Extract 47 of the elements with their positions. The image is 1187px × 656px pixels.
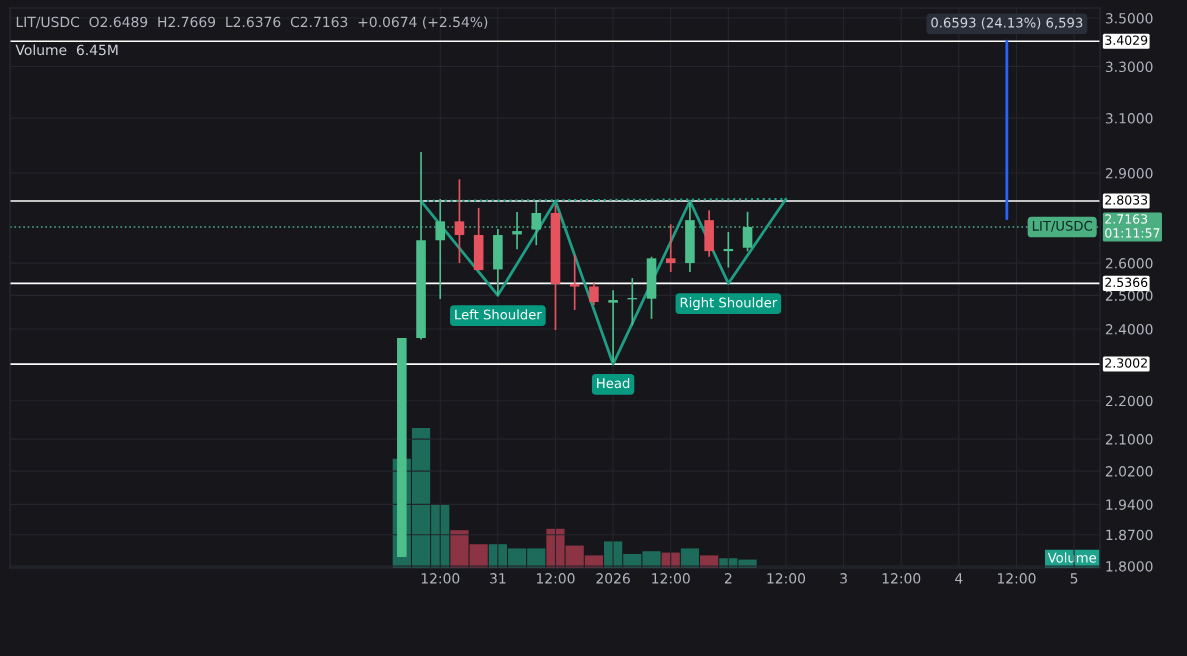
y-tick-label: 2.9000 [1105, 168, 1153, 179]
candlestick [742, 210, 753, 253]
chart-title: Volume 6.45M [15, 44, 118, 56]
y-tick-label: 2.0200 [1105, 466, 1153, 477]
x-tick-label: 31 [490, 573, 506, 584]
ref-line-label: 2.3002 [1105, 358, 1147, 368]
x-tick-label: 12:00 [767, 573, 806, 584]
y-tick-label: 1.9400 [1106, 499, 1153, 510]
x-tick-label: 12:00 [652, 573, 690, 584]
y-tick-label: 3.1000 [1105, 113, 1153, 124]
ref-line-label: 2.7163 01:11:57 [1105, 214, 1160, 238]
x-tick-label: 3 [840, 573, 847, 584]
candlestick [569, 254, 580, 311]
x-tick-label: 2 [724, 573, 732, 584]
y-tick-label: 2.2000 [1105, 395, 1153, 407]
ref-line-label: 2.5366 [1105, 277, 1148, 288]
bar [680, 548, 700, 568]
y-tick-label: 1.8000 [1106, 561, 1153, 572]
text: LIT/USDC O2.6489 H2.7669 L2.6376 C2.7163 +0.0674 (+2.54%) [16, 16, 488, 29]
y-tick-label: 3.3000 [1105, 61, 1153, 73]
candlestick [608, 289, 618, 364]
x-tick-label: 5 [1070, 573, 1078, 584]
annotation: Head [597, 377, 630, 389]
annotation: 0.6593 (24.13%) 6,593 [931, 17, 1083, 30]
ref-line-label: 2.8033 [1105, 195, 1148, 205]
x-tick-label: 12:00 [536, 573, 575, 584]
annotation: Left Shoulder [455, 309, 542, 320]
y-tick-label: 3.5000 [1105, 13, 1153, 24]
y-tick-label: 2.4000 [1105, 324, 1153, 335]
x-tick-label: 12:00 [882, 573, 921, 584]
candlestick [531, 201, 542, 247]
ref-line-label: 3.4029 [1105, 35, 1148, 45]
y-axis-title: Volume [1047, 552, 1097, 563]
candlestick [454, 178, 465, 264]
candlestick [435, 198, 446, 300]
y-tick-label: 2.1000 [1105, 434, 1153, 445]
x-tick-label: 12:00 [997, 573, 1036, 584]
annotation: LIT/USDC [1032, 220, 1093, 232]
candlestick [589, 282, 599, 307]
y-tick-label: 1.8700 [1106, 529, 1153, 541]
x-tick-label: 12:00 [421, 573, 460, 584]
x-tick-label: 2026 [596, 573, 630, 584]
x-tick-label: 4 [955, 573, 963, 584]
y-tick-label: 2.6000 [1105, 258, 1153, 269]
candlestick [512, 211, 522, 251]
candlestick [665, 223, 676, 273]
annotation: Right Shoulder [680, 297, 778, 311]
